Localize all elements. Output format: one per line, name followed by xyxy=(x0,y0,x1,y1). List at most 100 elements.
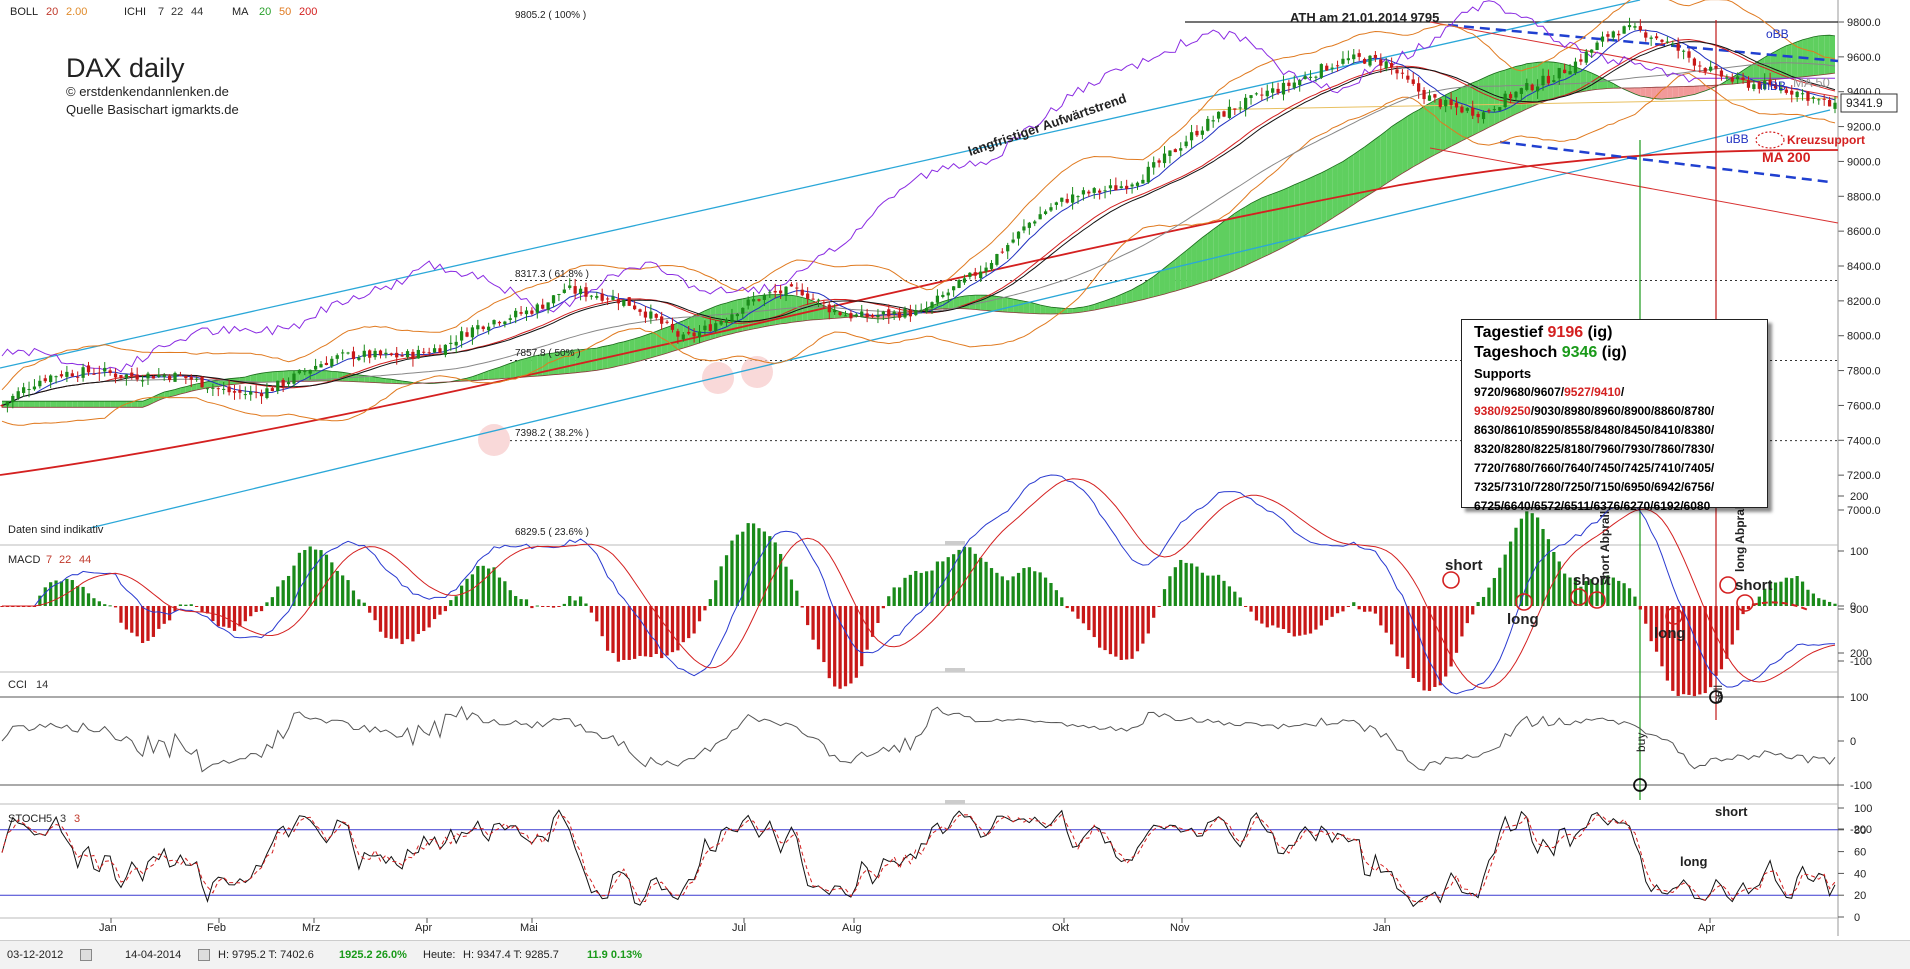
macd-tick-label: 100 xyxy=(1850,546,1868,558)
today-label: Heute: xyxy=(423,949,456,961)
candle-body xyxy=(1541,75,1545,86)
macd-bar xyxy=(865,606,869,650)
red-descending-line xyxy=(1429,147,1839,224)
macd-bar xyxy=(1070,606,1075,612)
candle-body xyxy=(741,307,745,314)
cloud-segment xyxy=(1369,138,1376,194)
candle-body xyxy=(1627,25,1632,28)
candle-body xyxy=(633,305,637,310)
candle-body xyxy=(1444,99,1448,107)
macd-bar xyxy=(1016,572,1021,606)
cloud-segment xyxy=(1007,297,1014,313)
candle-body xyxy=(416,349,420,359)
cloud-segment xyxy=(142,399,148,408)
month-label: Mrz xyxy=(302,922,320,934)
candle-body xyxy=(1822,98,1826,100)
panel-resize-handle xyxy=(945,800,965,804)
cloud-segment xyxy=(1488,73,1495,128)
macd-bar xyxy=(395,606,399,639)
cloud-segment xyxy=(77,401,84,408)
candle-body xyxy=(65,371,69,377)
support-touch-marker xyxy=(741,356,773,388)
cloud-segment xyxy=(1786,43,1792,79)
candle-body xyxy=(351,351,356,360)
candle-body xyxy=(1065,198,1069,203)
cloud-segment xyxy=(1575,67,1581,93)
candle-body xyxy=(308,369,312,374)
range-start[interactable]: 03-12-2012 xyxy=(7,949,64,961)
fib-618-label: 8317.3 ( 61.8% ) xyxy=(515,269,589,280)
tenkan-line xyxy=(1,29,1836,406)
candle-body xyxy=(1709,66,1713,71)
infobox-low-suffix: (ig) xyxy=(1587,324,1613,341)
candle-body xyxy=(238,390,242,393)
macd-bar xyxy=(1644,606,1648,624)
candle-body xyxy=(276,380,280,392)
cloud-segment xyxy=(499,365,505,379)
macd-bar xyxy=(1557,561,1561,606)
macd-bar xyxy=(1108,606,1113,655)
candle-body xyxy=(1725,77,1729,79)
candle-body xyxy=(1011,239,1015,243)
macd-bar xyxy=(1011,576,1015,606)
macd-bar xyxy=(1573,577,1578,606)
cloud-segment xyxy=(1169,259,1176,293)
macd-bar xyxy=(1195,566,1199,606)
cloud-segment xyxy=(385,378,392,384)
candle-body xyxy=(1168,150,1172,157)
candle-body xyxy=(724,319,729,323)
price-tick-label: 7600.0 xyxy=(1847,400,1881,412)
macd-bar xyxy=(1162,589,1167,606)
candle-body xyxy=(822,302,826,304)
macd-bar xyxy=(660,606,664,659)
candle-body xyxy=(130,372,134,377)
range-end[interactable]: 14-04-2014 xyxy=(125,949,182,961)
macd-bar xyxy=(1076,606,1080,619)
macd-bar xyxy=(259,606,264,612)
macd-bar xyxy=(1260,606,1264,624)
calendar-end-icon[interactable] xyxy=(198,949,210,961)
macd-bar xyxy=(530,606,534,609)
candle-body xyxy=(865,313,869,318)
candle-body xyxy=(1000,251,1004,253)
candle-body xyxy=(443,344,447,355)
candle-body xyxy=(476,325,480,330)
cloud-segment xyxy=(483,370,489,380)
cloud-segment xyxy=(1667,86,1673,99)
candle-body xyxy=(1741,77,1745,80)
macd-bar xyxy=(1135,606,1140,652)
candle-body xyxy=(1817,99,1821,101)
cloud-segment xyxy=(1342,157,1349,212)
cloud-segment xyxy=(321,370,327,382)
macd-bar xyxy=(1703,606,1707,694)
kreuzsupport-marker xyxy=(1755,131,1785,149)
today-hl: H: 9347.4 T: 9285.7 xyxy=(463,949,559,961)
candle-body xyxy=(313,365,318,370)
indicator-lines xyxy=(1,0,1836,426)
cci-tick-label: -200 xyxy=(1850,824,1872,836)
cloud-segment xyxy=(1764,54,1771,81)
cloud-segment xyxy=(1137,283,1143,301)
cloud-segment xyxy=(1305,177,1311,236)
cloud-segment xyxy=(488,368,495,380)
candle-body xyxy=(1146,166,1150,183)
macd-bar xyxy=(1525,511,1529,606)
candle-body xyxy=(1503,93,1507,108)
candle-body xyxy=(1427,95,1432,101)
macd-bar xyxy=(919,572,923,606)
cloud-segment xyxy=(1088,304,1095,312)
cloud-segment xyxy=(45,401,51,408)
cloud-segment xyxy=(650,331,657,358)
macd-bar xyxy=(1265,606,1269,628)
calendar-start-icon[interactable] xyxy=(80,949,92,961)
stoch-param: 5 xyxy=(46,813,52,825)
cloud-segment xyxy=(1353,150,1360,205)
macd-bar xyxy=(86,593,91,606)
macd-bar xyxy=(1390,606,1394,645)
macd-tick-label: 0 xyxy=(1850,601,1856,613)
candle-body xyxy=(806,293,810,299)
cloud-segment xyxy=(1510,66,1516,117)
candle-body xyxy=(1238,107,1242,109)
price-tick-label: 7200.0 xyxy=(1847,470,1881,482)
macd-bar xyxy=(65,578,69,606)
